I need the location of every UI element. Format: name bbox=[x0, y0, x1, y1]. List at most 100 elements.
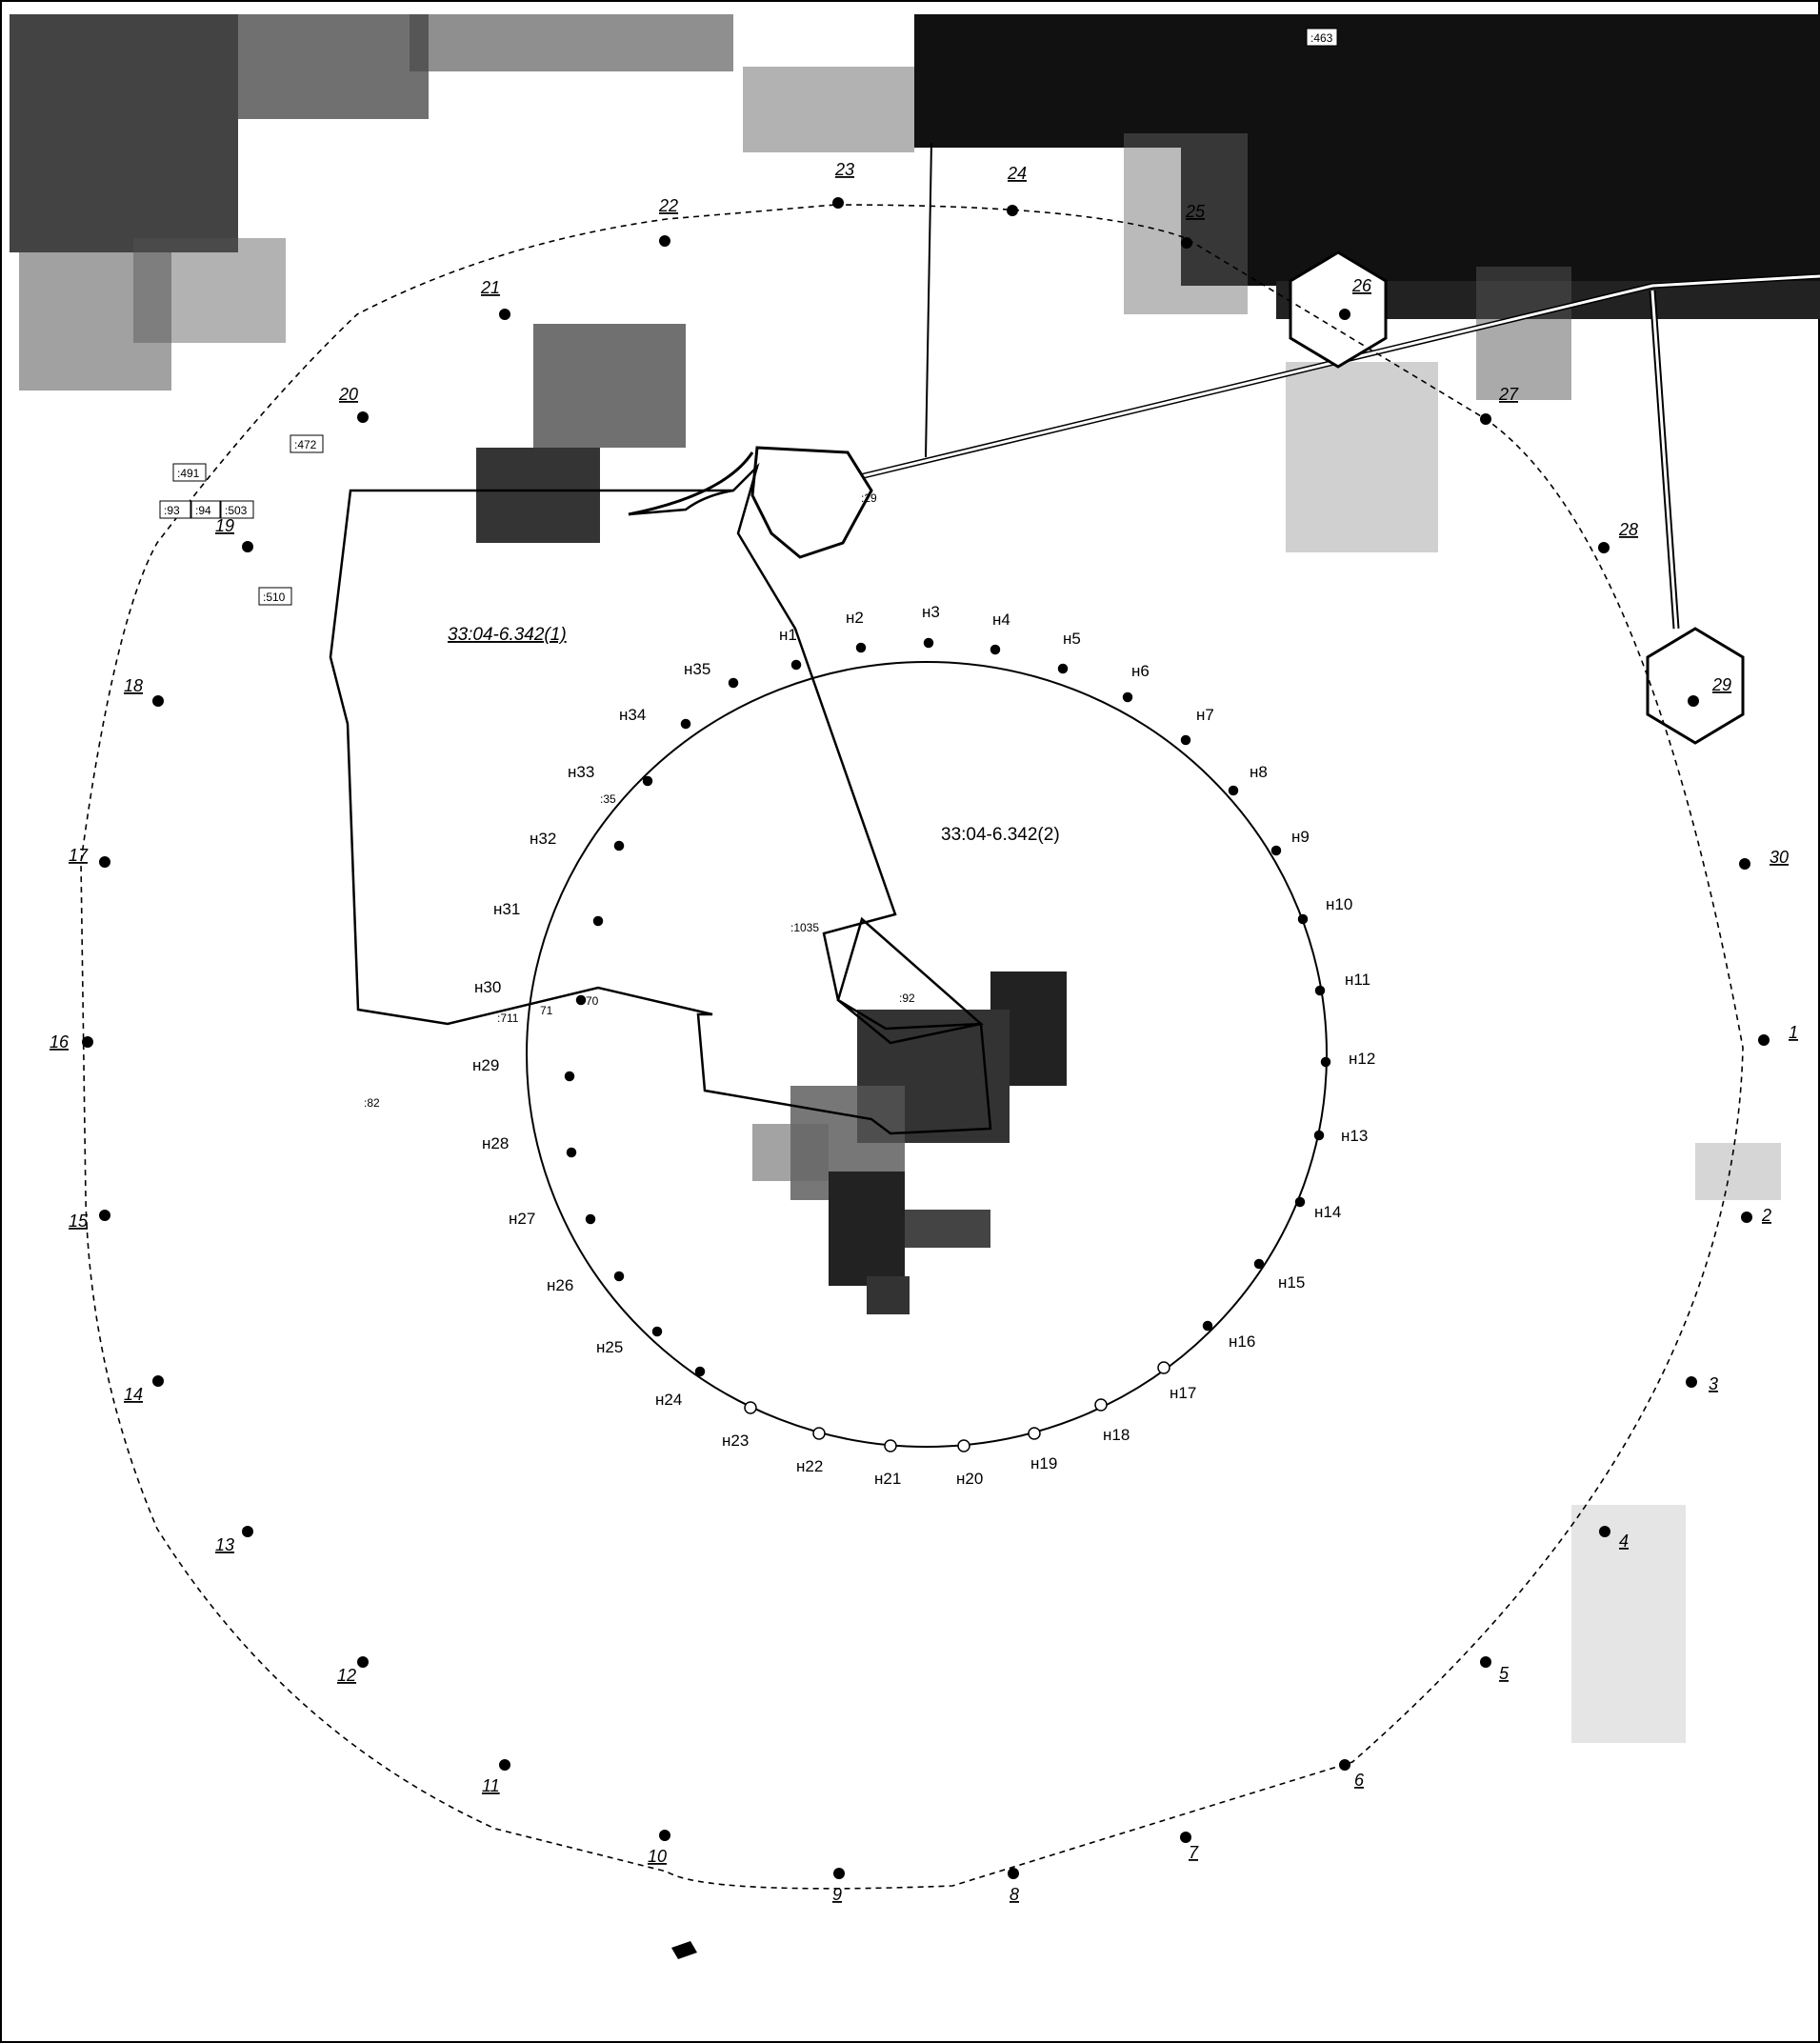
inner-point-27-marker bbox=[585, 1213, 596, 1225]
outer-point-7-marker bbox=[1180, 1832, 1191, 1843]
inner-point-17-label: н17 bbox=[1170, 1384, 1196, 1402]
inner-point-26-marker bbox=[613, 1271, 625, 1282]
inner-point-3-label: н3 bbox=[922, 603, 940, 621]
outer-point-22-label: 22 bbox=[658, 196, 678, 215]
outer-point-24-label: 24 bbox=[1007, 164, 1027, 183]
inner-point-22-marker bbox=[812, 1427, 826, 1440]
outer-point-18-marker bbox=[152, 695, 164, 707]
inner-point-23-label: н23 bbox=[722, 1432, 749, 1450]
outer-point-13-label: 13 bbox=[215, 1535, 234, 1554]
inner-point-16-marker bbox=[1202, 1320, 1213, 1332]
inner-point-25-marker bbox=[651, 1326, 663, 1337]
parcel-label-2: 33:04-6.342(2) bbox=[941, 825, 1060, 845]
inner-boundary-points: н1 н2 н3 н4 н5 н6 н7 н8 н9 н10 н11 н12 н13 н14 н15 н16 н… bbox=[472, 603, 1375, 1488]
outer-point-19-marker bbox=[242, 541, 253, 552]
inner-point-4-marker bbox=[990, 644, 1001, 655]
inner-point-19-marker bbox=[1028, 1427, 1041, 1440]
inner-point-9-marker bbox=[1270, 845, 1282, 856]
outer-point-16-marker bbox=[82, 1036, 93, 1048]
inner-point-5-marker bbox=[1057, 663, 1069, 674]
inner-point-28-label: н28 bbox=[482, 1134, 509, 1152]
inner-boundary-circle bbox=[526, 661, 1328, 1448]
outer-point-8-label: 8 bbox=[1010, 1885, 1019, 1904]
outer-point-26-marker bbox=[1339, 309, 1350, 320]
hexagon-structures bbox=[750, 250, 1745, 745]
inner-point-32-marker bbox=[613, 840, 625, 851]
inner-point-26-label: н26 bbox=[547, 1276, 573, 1294]
outer-point-24-marker bbox=[1007, 205, 1018, 216]
outer-point-3-label: 3 bbox=[1709, 1374, 1718, 1393]
outer-point-9-label: 9 bbox=[832, 1885, 842, 1904]
inner-point-15-marker bbox=[1253, 1258, 1265, 1270]
outer-point-11-label: 11 bbox=[482, 1776, 500, 1795]
inner-point-6-label: н6 bbox=[1131, 662, 1150, 680]
tag-463: :463 bbox=[1310, 31, 1333, 45]
tag-472: :472 bbox=[294, 438, 317, 451]
outer-point-18-label: 18 bbox=[124, 676, 143, 695]
inner-point-7-label: н7 bbox=[1196, 706, 1214, 724]
polygon-node-29 bbox=[750, 446, 873, 559]
inner-point-35-label: н35 bbox=[684, 660, 710, 678]
outer-point-28-marker bbox=[1598, 542, 1610, 553]
inner-point-8-marker bbox=[1228, 785, 1239, 796]
inner-point-23-marker bbox=[744, 1401, 757, 1414]
outer-point-29-label: 29 bbox=[1711, 675, 1731, 694]
hexagon-29 bbox=[1646, 627, 1745, 745]
outer-point-25-label: 25 bbox=[1185, 202, 1206, 221]
outer-point-30-marker bbox=[1739, 858, 1750, 870]
parcel-boundary bbox=[329, 462, 992, 1135]
outer-point-5-marker bbox=[1480, 1656, 1491, 1668]
outer-point-17-marker bbox=[99, 856, 110, 868]
outer-point-6-marker bbox=[1339, 1759, 1350, 1771]
tag-93: :93 bbox=[164, 504, 180, 517]
outer-point-27-marker bbox=[1480, 413, 1491, 425]
inner-point-27-label: н27 bbox=[509, 1210, 535, 1228]
inner-point-17-marker bbox=[1157, 1361, 1170, 1374]
inner-point-8-label: н8 bbox=[1250, 763, 1268, 781]
outer-point-4-marker bbox=[1599, 1526, 1610, 1537]
tag-503: :503 bbox=[225, 504, 248, 517]
outer-point-23-label: 23 bbox=[834, 160, 854, 179]
outer-point-9-marker bbox=[833, 1868, 845, 1879]
outer-point-23-marker bbox=[832, 197, 844, 209]
parcel-label-1: 33:04-6.342(1) bbox=[448, 625, 567, 645]
tag-35: :35 bbox=[600, 792, 616, 806]
inner-point-16-label: н16 bbox=[1229, 1332, 1255, 1351]
north-arrow-icon bbox=[671, 1941, 697, 1959]
tag-711: :711 bbox=[497, 1011, 519, 1025]
outer-point-4-label: 4 bbox=[1619, 1532, 1629, 1551]
tag-94: :94 bbox=[195, 504, 211, 517]
outer-point-21-marker bbox=[499, 309, 510, 320]
inner-point-20-marker bbox=[957, 1439, 970, 1452]
outer-point-30-label: 30 bbox=[1770, 848, 1789, 867]
inner-point-33-marker bbox=[642, 775, 653, 787]
cadastral-tags: :463 :472 :491 :93 :94 :503 :510 :1035 :… bbox=[159, 28, 1338, 1110]
inner-point-1-label: н1 bbox=[779, 626, 797, 644]
outer-point-26-label: 26 bbox=[1351, 276, 1372, 295]
outer-point-10-marker bbox=[659, 1830, 670, 1841]
inner-point-3-marker bbox=[923, 637, 934, 649]
inner-point-11-marker bbox=[1314, 985, 1326, 996]
inner-point-18-label: н18 bbox=[1103, 1426, 1130, 1444]
outer-point-8-marker bbox=[1008, 1868, 1019, 1879]
tag-491: :491 bbox=[177, 467, 200, 480]
outer-point-1-label: 1 bbox=[1789, 1023, 1798, 1042]
inner-point-6-marker bbox=[1122, 691, 1133, 703]
inner-point-14-marker bbox=[1294, 1196, 1306, 1208]
outer-point-2-marker bbox=[1741, 1212, 1752, 1223]
tag-82: :82 bbox=[364, 1096, 380, 1110]
inner-point-19-label: н19 bbox=[1030, 1454, 1057, 1472]
inner-point-12-label: н12 bbox=[1349, 1050, 1375, 1068]
inner-point-21-label: н21 bbox=[874, 1470, 901, 1488]
inner-point-10-label: н10 bbox=[1326, 895, 1352, 913]
outer-point-27-label: 27 bbox=[1498, 385, 1519, 404]
inner-point-34-marker bbox=[680, 718, 691, 730]
inner-point-1-marker bbox=[790, 659, 802, 671]
inner-point-5-label: н5 bbox=[1063, 630, 1081, 648]
inner-point-34-label: н34 bbox=[619, 706, 646, 724]
inner-point-15-label: н15 bbox=[1278, 1273, 1305, 1292]
inner-point-13-marker bbox=[1313, 1130, 1325, 1141]
inner-point-28-marker bbox=[566, 1147, 577, 1158]
inner-point-12-marker bbox=[1320, 1056, 1331, 1068]
